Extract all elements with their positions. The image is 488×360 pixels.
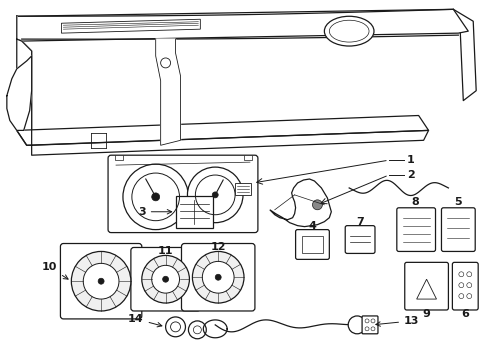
FancyBboxPatch shape (396, 208, 435, 251)
Bar (235, 183, 250, 195)
Circle shape (187, 167, 243, 223)
FancyBboxPatch shape (441, 208, 474, 251)
Text: 13: 13 (375, 316, 419, 326)
Circle shape (312, 200, 322, 210)
Polygon shape (17, 16, 32, 145)
Text: 9: 9 (422, 309, 429, 319)
Circle shape (188, 321, 206, 339)
Text: 8: 8 (411, 197, 419, 207)
Text: 2: 2 (406, 170, 414, 180)
FancyBboxPatch shape (361, 316, 377, 334)
Circle shape (142, 255, 189, 303)
Circle shape (165, 317, 185, 337)
FancyBboxPatch shape (61, 243, 142, 319)
Bar (175, 196, 213, 228)
Text: 14: 14 (128, 314, 162, 327)
Circle shape (161, 58, 170, 68)
Polygon shape (7, 56, 32, 130)
Text: 6: 6 (460, 309, 468, 319)
Circle shape (122, 164, 188, 230)
Text: 7: 7 (355, 217, 363, 227)
Polygon shape (17, 116, 427, 145)
Text: 3: 3 (138, 207, 171, 217)
Text: 5: 5 (453, 197, 461, 207)
Bar (244, 155, 251, 160)
Circle shape (347, 316, 366, 334)
FancyBboxPatch shape (345, 226, 374, 253)
FancyBboxPatch shape (295, 230, 328, 260)
Text: 12: 12 (210, 243, 225, 252)
Bar (301, 235, 323, 253)
Circle shape (71, 251, 131, 311)
Circle shape (215, 274, 221, 280)
Text: 4: 4 (308, 221, 316, 231)
Circle shape (212, 192, 218, 198)
Circle shape (151, 265, 179, 293)
Bar (115, 155, 122, 160)
Polygon shape (61, 19, 200, 33)
Circle shape (192, 251, 244, 303)
Text: 11: 11 (158, 247, 173, 256)
Circle shape (83, 264, 119, 299)
FancyBboxPatch shape (451, 262, 477, 310)
Text: 10: 10 (42, 262, 68, 279)
Polygon shape (269, 179, 331, 227)
FancyBboxPatch shape (131, 247, 200, 311)
FancyBboxPatch shape (181, 243, 254, 311)
Text: 1: 1 (406, 155, 414, 165)
FancyBboxPatch shape (404, 262, 447, 310)
Circle shape (98, 278, 104, 284)
Ellipse shape (324, 16, 373, 46)
Circle shape (202, 261, 234, 293)
FancyBboxPatch shape (108, 155, 257, 233)
Polygon shape (32, 130, 427, 155)
Circle shape (163, 276, 168, 282)
Circle shape (151, 193, 160, 201)
Polygon shape (155, 39, 180, 145)
